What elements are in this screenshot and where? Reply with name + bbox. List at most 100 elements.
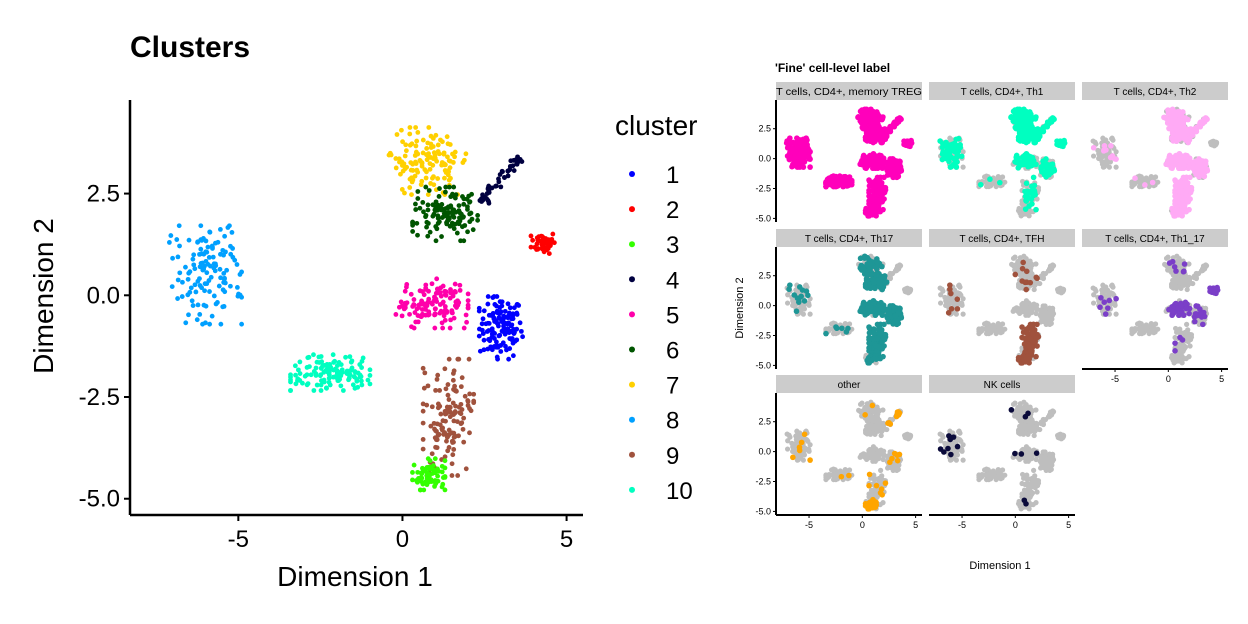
point-cluster-8 [222,275,227,281]
point-cluster-8 [202,281,208,287]
point-cluster-6 [460,194,465,199]
point-cluster-1 [505,301,511,307]
point-cluster-3 [410,470,415,475]
point-cluster-7 [407,131,413,137]
point-cluster-8 [200,267,206,273]
point-cluster-7 [409,192,414,197]
point-cluster-9 [461,439,467,445]
highlight-point [1178,110,1185,117]
point-cluster-8 [190,303,196,308]
point-cluster-5 [416,302,422,308]
point-cluster-4 [496,176,501,182]
point-cluster-1 [507,305,513,311]
point-cluster-6 [465,204,470,210]
point-cluster-7 [418,182,424,188]
highlight-point [1090,144,1097,151]
facet-strip-label: T cells, CD4+, memory TREG [776,87,922,98]
point-cluster-8 [206,278,212,283]
point-cluster-4 [514,161,519,167]
point-cluster-10 [308,372,314,378]
point-cluster-10 [305,381,311,387]
x-tick-label: 0 [396,526,409,553]
highlight-point [1178,207,1185,214]
point-cluster-7 [398,171,403,177]
point-cluster-9 [450,400,456,406]
point-cluster-6 [451,184,457,190]
point-cluster-7 [407,185,413,190]
point-cluster-6 [415,189,421,194]
highlight-point [876,197,882,204]
point-cluster-3 [411,462,417,468]
facet-y-tick-label: -2.5 [755,184,771,194]
facet-points [783,106,915,219]
point-cluster-8 [175,296,180,301]
point-cluster-8 [166,240,172,245]
point-cluster-1 [506,356,512,362]
point-cluster-8 [210,244,215,250]
legend-key-2 [629,206,635,213]
point-cluster-2 [542,236,547,242]
point-cluster-10 [367,381,373,387]
legend-label: 9 [666,443,679,470]
background-point [800,311,806,317]
point-cluster-8 [201,251,207,257]
point-cluster-8 [174,237,180,242]
point-cluster-8 [221,271,227,276]
point-cluster-7 [428,141,434,147]
point-cluster-1 [492,336,497,341]
point-cluster-6 [425,207,431,213]
point-cluster-10 [354,378,360,384]
point-cluster-2 [536,234,542,240]
point-cluster-3 [439,463,445,469]
point-cluster-9 [434,376,440,382]
point-cluster-1 [488,344,494,350]
point-cluster-8 [228,283,233,289]
point-cluster-9 [449,473,455,478]
point-cluster-9 [461,415,467,421]
point-cluster-8 [222,289,228,295]
point-cluster-10 [319,378,324,384]
point-cluster-6 [413,207,419,212]
point-cluster-6 [426,188,432,193]
point-cluster-7 [402,153,408,159]
point-cluster-10 [311,368,317,374]
point-cluster-1 [493,339,499,345]
highlight-point [877,184,883,190]
point-cluster-5 [401,306,407,312]
point-cluster-8 [183,264,188,270]
highlight-point [1168,111,1175,117]
point-cluster-9 [442,454,448,460]
point-cluster-3 [418,475,424,481]
point-cluster-8 [218,321,224,327]
point-cluster-6 [470,227,476,233]
point-cluster-8 [220,247,226,253]
point-cluster-8 [185,276,191,282]
point-cluster-8 [188,285,194,291]
legend-label: 6 [666,338,679,365]
point-cluster-7 [435,176,441,181]
point-cluster-7 [400,139,405,145]
point-cluster-8 [189,298,195,304]
point-cluster-10 [300,380,305,386]
point-cluster-6 [425,202,431,208]
point-cluster-6 [425,233,431,239]
highlight-point [1183,184,1189,190]
point-cluster-6 [414,220,420,226]
point-cluster-1 [490,295,496,300]
point-cluster-8 [202,288,207,294]
point-cluster-8 [187,269,193,275]
point-cluster-7 [402,190,407,196]
highlight-point [783,140,790,146]
point-cluster-7 [463,151,469,157]
highlight-point [1172,178,1179,185]
point-cluster-9 [432,435,438,441]
point-cluster-1 [481,337,487,343]
point-cluster-6 [446,184,452,190]
point-cluster-8 [232,257,238,263]
point-cluster-6 [456,208,462,214]
legend-key-1 [629,171,635,177]
facet-y-tick-label: 2.5 [758,124,771,134]
point-cluster-10 [305,355,311,361]
facet-y-tick-label: 0.0 [758,154,771,164]
